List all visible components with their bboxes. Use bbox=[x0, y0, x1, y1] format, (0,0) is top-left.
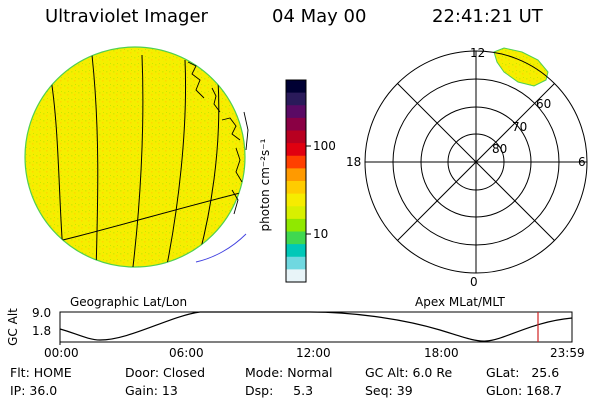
colorbar-band bbox=[286, 155, 306, 169]
dsp-info: Dsp: 5.3 bbox=[245, 383, 314, 398]
altitude-ytick-high: 9.0 bbox=[32, 306, 52, 320]
geographic-globe bbox=[24, 46, 249, 268]
mlat-label-80: 80 bbox=[492, 142, 508, 156]
uv-emission-disk bbox=[24, 46, 246, 268]
instrument-title: Ultraviolet Imager bbox=[45, 6, 208, 27]
colorbar-band bbox=[286, 269, 306, 283]
colorbar-band bbox=[286, 168, 306, 182]
xtick-2359: 23:59 bbox=[550, 346, 585, 360]
xtick-0000: 00:00 bbox=[44, 346, 79, 360]
geo-panel-label: Geographic Lat/Lon bbox=[70, 295, 188, 309]
polar-panel-label: Apex MLat/MLT bbox=[415, 295, 505, 309]
mlt-label-12: 12 bbox=[470, 46, 486, 60]
glat-info: GLat: 25.6 bbox=[486, 365, 560, 380]
colorbar-band bbox=[286, 143, 306, 157]
xtick-1200: 12:00 bbox=[296, 346, 331, 360]
xtick-0600: 06:00 bbox=[169, 346, 204, 360]
mlt-label-0: 0 bbox=[470, 275, 478, 289]
colorbar-band bbox=[286, 80, 306, 94]
colorbar-band bbox=[286, 244, 306, 258]
colorbar-tick-10: 10 bbox=[313, 227, 329, 241]
altitude-ytick-low: 1.8 bbox=[32, 324, 52, 338]
date-label: 04 May 00 bbox=[272, 6, 367, 27]
colorbar-band bbox=[286, 256, 306, 270]
colorbar-band bbox=[286, 181, 306, 195]
colorbar-band bbox=[286, 193, 306, 207]
colorbar-band bbox=[286, 231, 306, 245]
door-status: Door: Closed bbox=[125, 365, 206, 380]
mlt-label-6: 6 bbox=[578, 155, 586, 169]
polar-mlat-mlt-plot bbox=[364, 47, 588, 274]
mlt-label-18: 18 bbox=[346, 155, 362, 169]
ip-info: IP: 36.0 bbox=[10, 383, 58, 398]
time-label: 22:41:21 UT bbox=[432, 6, 543, 27]
colorbar bbox=[285, 79, 311, 283]
colorbar-band bbox=[286, 92, 306, 106]
colorbar-band bbox=[286, 206, 306, 220]
flight-info: Flt: HOME bbox=[10, 365, 72, 380]
colorbar-band bbox=[286, 105, 306, 119]
coastline-outlines bbox=[187, 61, 249, 215]
colorbar-band bbox=[286, 130, 306, 144]
colorbar-unit-label: photon cm⁻²s⁻¹ bbox=[258, 138, 272, 232]
gc-alt-info: GC Alt: 6.0 Re bbox=[365, 365, 453, 380]
altitude-ylabel: GC Alt bbox=[6, 308, 20, 346]
xtick-1800: 18:00 bbox=[424, 346, 459, 360]
mode-info: Mode: Normal bbox=[245, 365, 333, 380]
terminator-line bbox=[195, 233, 247, 263]
auroral-emission-patch bbox=[493, 47, 549, 87]
altitude-curve bbox=[59, 311, 573, 342]
colorbar-tick-100: 100 bbox=[313, 139, 336, 153]
altitude-plot-frame bbox=[59, 311, 573, 343]
glon-info: GLon: 168.7 bbox=[486, 383, 562, 398]
colorbar-band bbox=[286, 218, 306, 233]
altitude-plot bbox=[59, 311, 573, 345]
colorbar-band bbox=[286, 117, 306, 132]
seq-info: Seq: 39 bbox=[365, 383, 413, 398]
mlat-label-60: 60 bbox=[536, 97, 552, 111]
mlat-label-70: 70 bbox=[512, 120, 528, 134]
gain-info: Gain: 13 bbox=[125, 383, 178, 398]
